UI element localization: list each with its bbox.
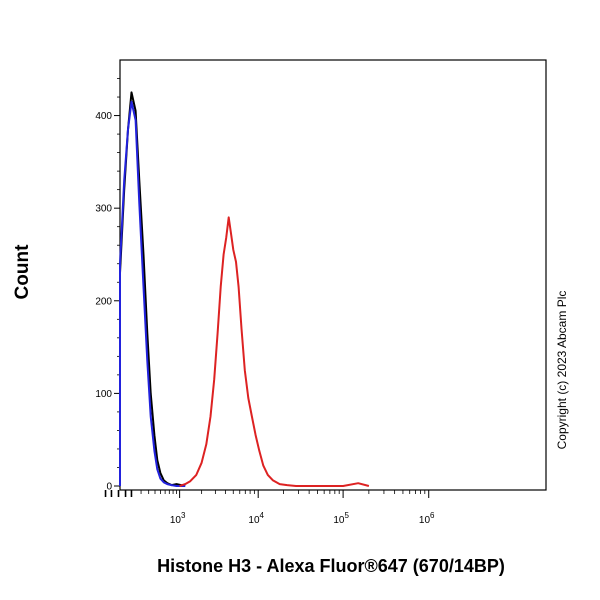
copyright-annotation: Copyright (c) 2023 Abcam Plc bbox=[555, 291, 569, 450]
y-tick-label: 400 bbox=[95, 111, 112, 122]
y-tick-label: 300 bbox=[95, 204, 112, 215]
y-tick-label: 0 bbox=[106, 482, 112, 493]
x-tick-label: 104 bbox=[248, 511, 264, 526]
y-axis-label: Count bbox=[12, 244, 33, 300]
series-layer bbox=[119, 91, 370, 487]
series-line-2 bbox=[179, 216, 370, 487]
plot-frame bbox=[119, 59, 547, 491]
x-tick-label: 106 bbox=[419, 511, 435, 526]
y-axis: 0 100 200 300 400 bbox=[95, 78, 120, 493]
x-axis-label: Histone H3 - Alexa Fluor®647 (670/14BP) bbox=[157, 556, 505, 576]
x-tick-label: 105 bbox=[333, 511, 349, 526]
y-tick-label: 200 bbox=[95, 296, 112, 307]
x-axis: 103 104 105 106 bbox=[104, 490, 435, 526]
y-tick-label: 100 bbox=[95, 389, 112, 400]
x-tick-label: 103 bbox=[170, 511, 186, 526]
series-line-1 bbox=[119, 100, 186, 487]
